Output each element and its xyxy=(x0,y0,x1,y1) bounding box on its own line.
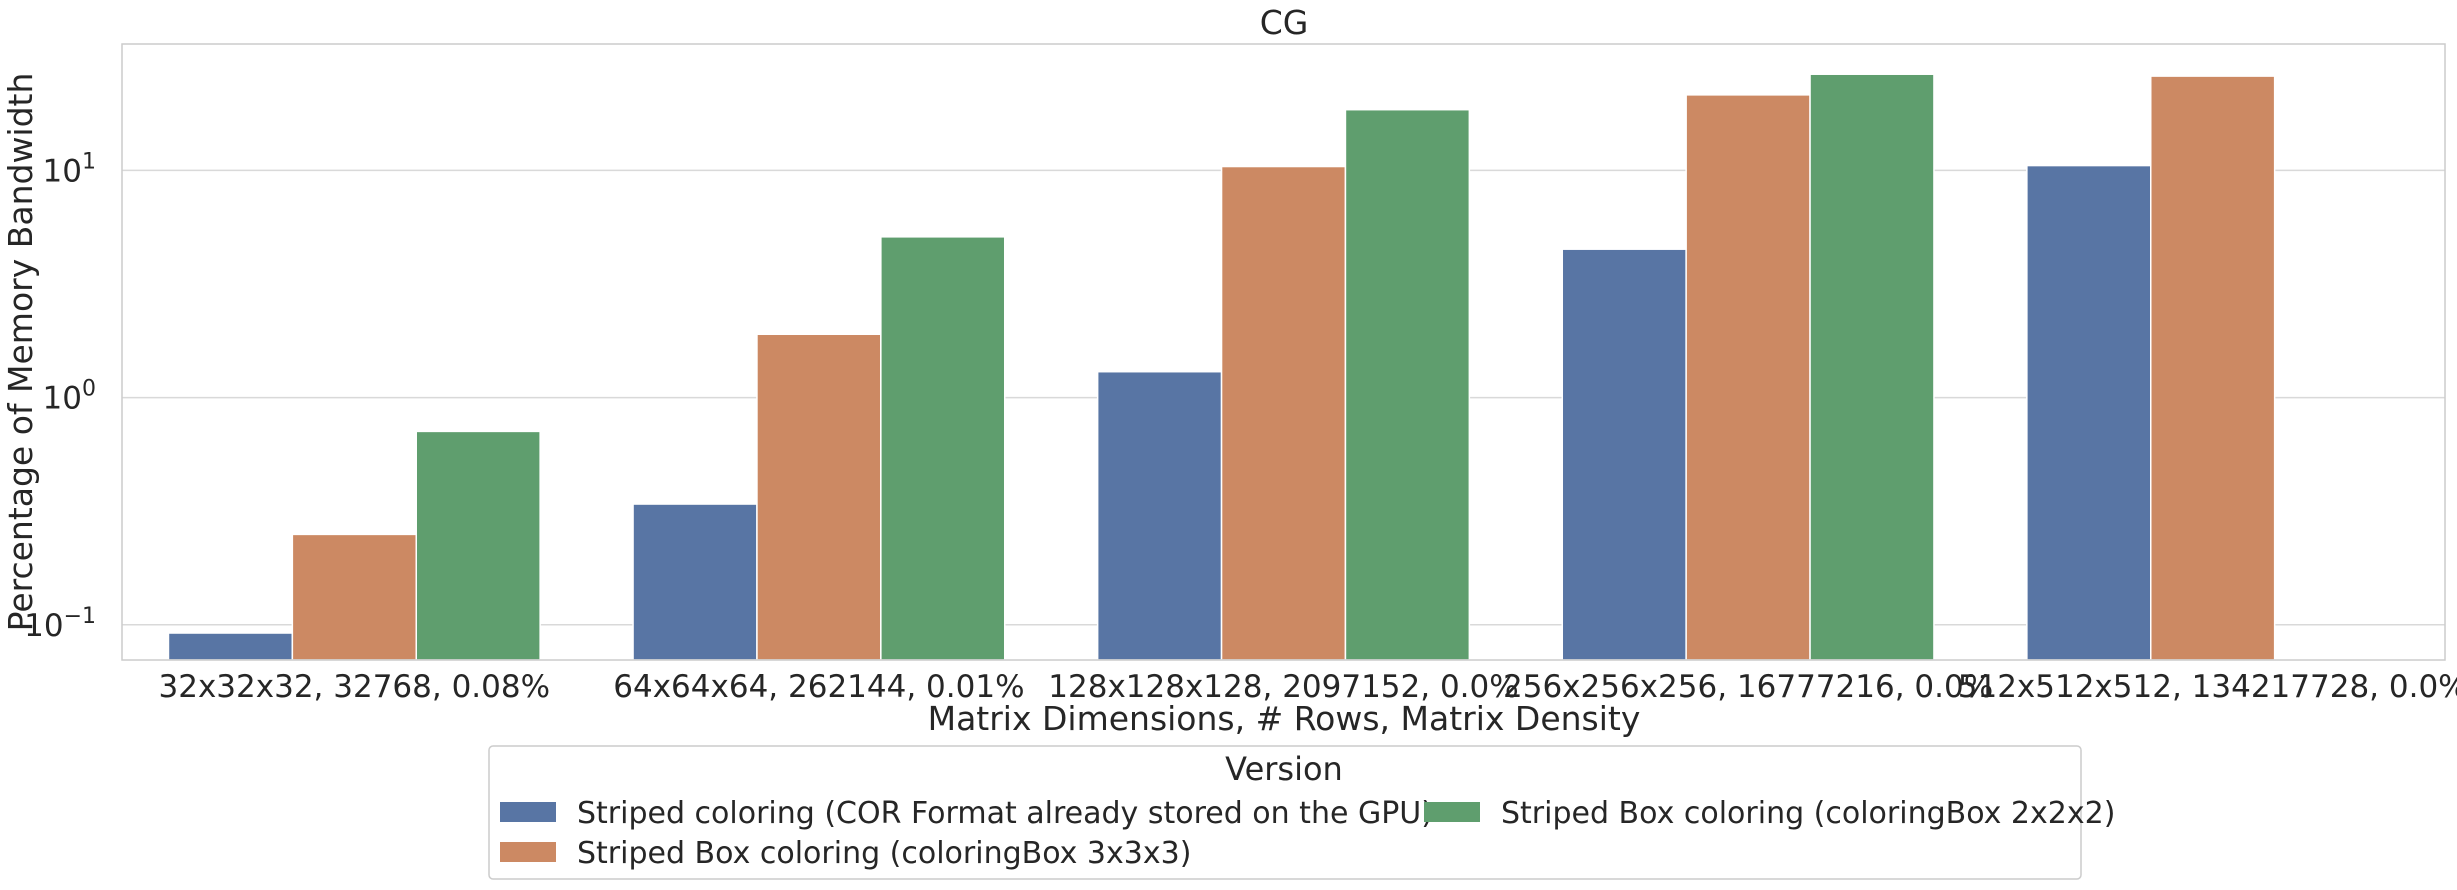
legend-label-2: Striped Box coloring (coloringBox 3x3x3) xyxy=(577,836,1191,871)
x-tick-labels: 32x32x32, 32768, 0.08% 64x64x64, 262144, … xyxy=(159,669,2457,705)
chart-title: CG xyxy=(1260,3,1309,42)
plot-frame xyxy=(121,43,2446,661)
bar-series-2-cat-2 xyxy=(756,333,882,661)
bars xyxy=(167,73,2276,661)
y-tick-base: 10 xyxy=(24,608,63,644)
legend-swatch-3 xyxy=(1424,802,1480,822)
y-tick-base: 10 xyxy=(43,381,82,417)
bar-series-2-cat-3 xyxy=(1220,165,1347,661)
x-tick-label: 256x256x256, 16777216, 0.0% xyxy=(1503,669,1993,705)
legend-swatch-1 xyxy=(500,802,556,822)
bar-series-1-cat-3 xyxy=(1096,370,1223,661)
y-axis-title: Percentage of Memory Bandwidth xyxy=(1,73,40,632)
bar-series-3-cat-1 xyxy=(415,430,541,661)
bar-series-2-cat-4 xyxy=(1685,94,1811,661)
y-tick-base: 10 xyxy=(43,153,82,189)
bar-series-1-cat-4 xyxy=(1561,248,1687,661)
y-tick-exponent: −1 xyxy=(64,604,96,629)
bar-series-1-cat-2 xyxy=(632,503,758,661)
x-tick-label: 64x64x64, 262144, 0.01% xyxy=(613,669,1024,705)
x-tick-label: 512x512x512, 134217728, 0.0% xyxy=(1958,669,2457,705)
y-tick-exponent: 1 xyxy=(82,149,96,174)
legend-swatch-2 xyxy=(500,842,556,862)
legend-items: Striped coloring (COR Format already sto… xyxy=(500,796,2115,871)
y-tick-label: 10−1 xyxy=(24,604,96,644)
bar-series-2-cat-5 xyxy=(2150,75,2276,661)
bar-series-3-cat-2 xyxy=(880,236,1006,661)
x-tick-label: 128x128x128, 2097152, 0.0% xyxy=(1048,669,1518,705)
bar-series-1-cat-1 xyxy=(167,632,294,661)
x-axis-title: Matrix Dimensions, # Rows, Matrix Densit… xyxy=(928,699,1641,738)
legend-label-3: Striped Box coloring (coloringBox 2x2x2) xyxy=(1501,796,2115,831)
legend: Version Striped coloring (COR Format alr… xyxy=(488,745,2115,880)
legend-frame xyxy=(488,745,2082,880)
y-tick-label: 101 xyxy=(43,149,96,189)
legend-title: Version xyxy=(1225,750,1343,788)
bar-series-2-cat-1 xyxy=(291,533,417,661)
legend-label-1: Striped coloring (COR Format already sto… xyxy=(577,796,1433,831)
bar-series-3-cat-3 xyxy=(1344,108,1471,661)
bar-series-3-cat-4 xyxy=(1809,73,1935,661)
y-tick-label: 100 xyxy=(43,377,96,417)
x-tick-label: 32x32x32, 32768, 0.08% xyxy=(159,669,551,705)
bar-series-1-cat-5 xyxy=(2026,164,2152,661)
y-tick-exponent: 0 xyxy=(82,377,96,402)
